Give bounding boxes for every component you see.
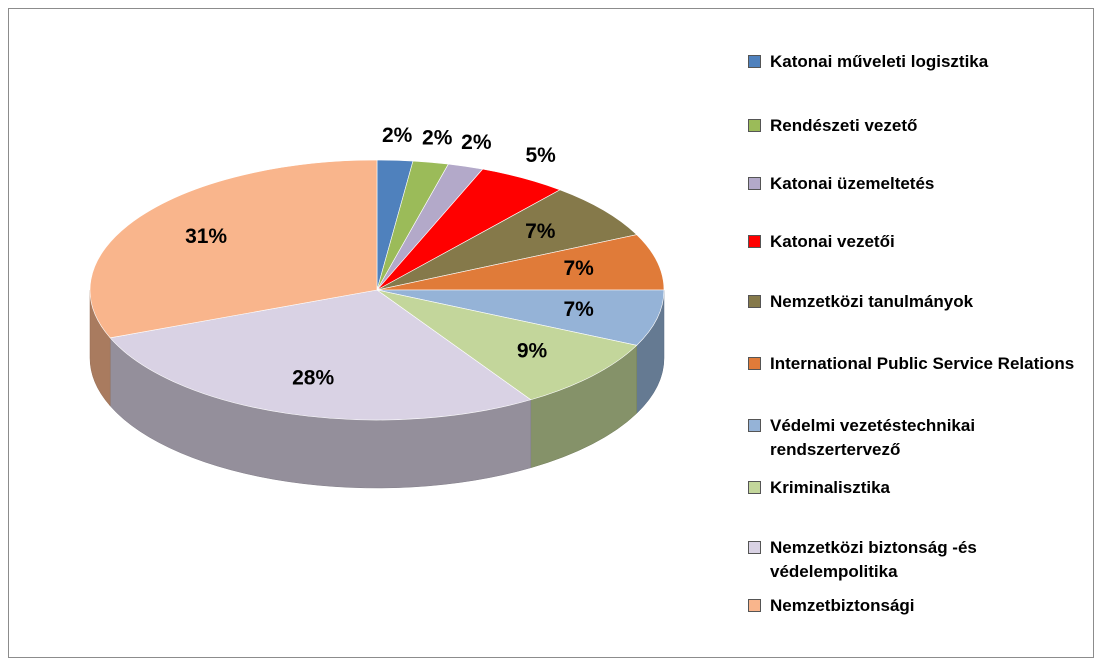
data-label: 7% bbox=[525, 220, 556, 243]
data-label: 31% bbox=[185, 225, 227, 248]
legend-label: Rendészeti vezető bbox=[770, 116, 918, 135]
legend-item: Védelmi vezetéstechnikai rendszertervező bbox=[748, 414, 1088, 462]
slice bbox=[89, 159, 378, 339]
slice bbox=[376, 189, 638, 291]
legend-swatch bbox=[748, 235, 761, 248]
legend-item: Rendészeti vezető bbox=[748, 114, 1088, 138]
data-label: 7% bbox=[563, 257, 594, 280]
legend-swatch bbox=[748, 177, 761, 190]
legend-label: Nemzetközi tanulmányok bbox=[770, 292, 974, 311]
data-label: 5% bbox=[525, 144, 556, 167]
data-label: 9% bbox=[517, 339, 548, 362]
legend-label: Katonai műveleti logisztika bbox=[770, 52, 989, 71]
legend-swatch bbox=[748, 599, 761, 612]
legend-item: Katonai üzemeltetés bbox=[748, 172, 1088, 196]
legend-item: Katonai műveleti logisztika bbox=[748, 50, 1088, 74]
legend-swatch bbox=[748, 481, 761, 494]
legend-item: Nemzetközi tanulmányok bbox=[748, 290, 1088, 314]
slice bbox=[376, 289, 638, 401]
data-label: 2% bbox=[382, 124, 413, 147]
data-label: 7% bbox=[563, 298, 594, 321]
legend-swatch bbox=[748, 419, 761, 432]
legend-item: Kriminalisztika bbox=[748, 476, 1088, 500]
legend-item: Katonai vezetői bbox=[748, 230, 1088, 254]
legend-swatch bbox=[748, 541, 761, 554]
legend-label: Védelmi vezetéstechnikai rendszertervező bbox=[770, 416, 976, 459]
legend-label: International Public Service Relations bbox=[770, 354, 1075, 373]
legend-label: Nemzetbiztonsági bbox=[770, 596, 915, 615]
slice bbox=[376, 289, 665, 346]
legend-swatch bbox=[748, 357, 761, 370]
legend-label: Katonai üzemeltetés bbox=[770, 174, 935, 193]
slice bbox=[109, 289, 532, 421]
legend-label: Katonai vezetői bbox=[770, 232, 895, 251]
legend-label: Nemzetközi biztonság -és védelempolitika bbox=[770, 538, 977, 581]
slice bbox=[376, 234, 665, 291]
legend-swatch bbox=[748, 55, 761, 68]
legend-label: Kriminalisztika bbox=[770, 478, 890, 497]
legend-item: International Public Service Relations bbox=[748, 352, 1088, 376]
legend-item: Nemzetbiztonsági bbox=[748, 594, 1088, 618]
data-label: 2% bbox=[422, 127, 453, 150]
data-label: 28% bbox=[292, 367, 334, 390]
legend-swatch bbox=[748, 119, 761, 132]
legend-item: Nemzetközi biztonság -és védelempolitika bbox=[748, 536, 1088, 584]
legend-swatch bbox=[748, 295, 761, 308]
data-label: 2% bbox=[461, 131, 492, 154]
